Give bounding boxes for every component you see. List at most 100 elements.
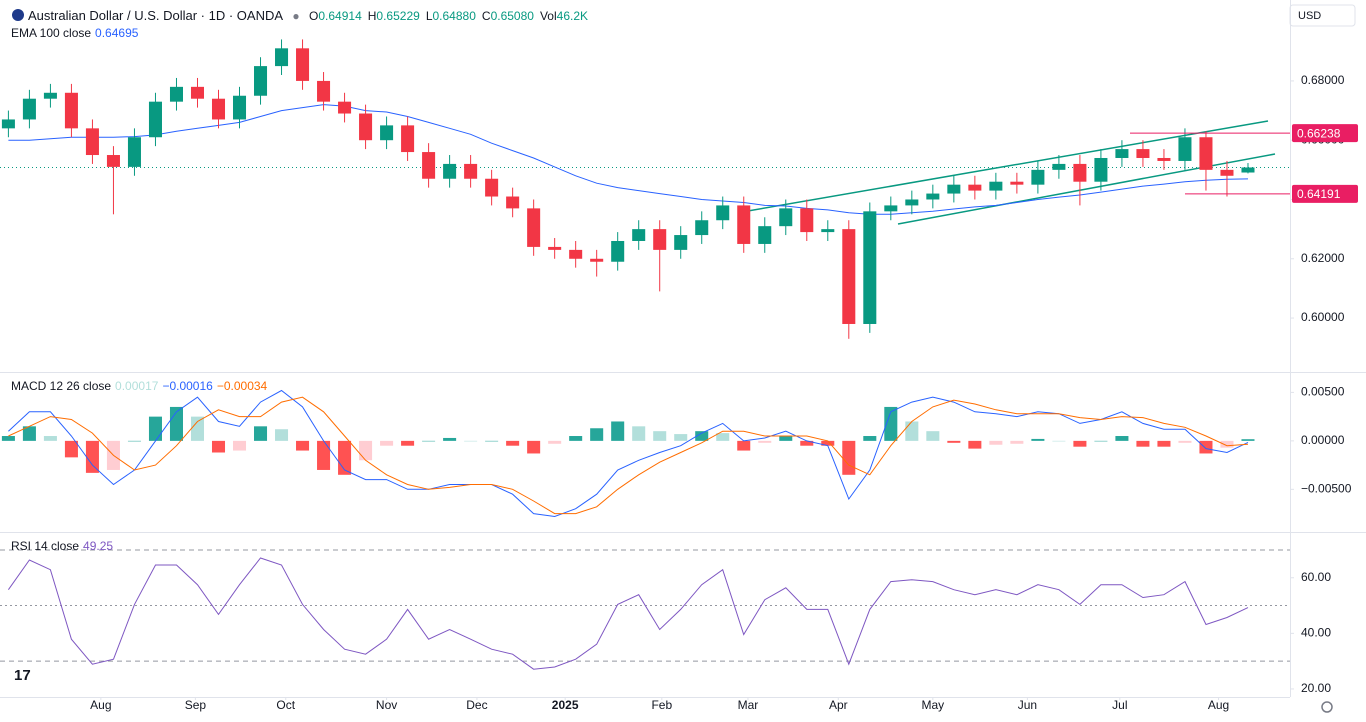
histogram-bar [64,440,78,458]
ohlc-item: H0.65229 [368,9,420,23]
candle-body [22,98,36,120]
candle-body [1052,163,1066,170]
histogram-bar [254,426,268,441]
ohlc-value: 46.2K [556,8,588,23]
histogram-bar [548,440,562,444]
histogram-bar [1031,438,1045,441]
candle-body [842,229,856,324]
histogram-bar [821,440,835,446]
candle-body [464,163,478,179]
histogram-bar [148,416,162,441]
candle-body [779,208,793,227]
x-tick-label: Dec [466,698,487,712]
candle-body [737,205,751,244]
histogram-bar [1010,440,1024,444]
x-tick-label: 2025 [552,698,579,712]
histogram-bar [1052,440,1066,442]
candle-body [1073,163,1087,182]
rsi-line [7,557,1249,670]
histogram-bar [380,440,394,446]
histogram-bar [758,440,772,443]
candle-body [43,92,57,99]
ohlc-name: O [309,8,319,23]
x-tick-label: Nov [376,698,397,712]
ohlc-item: O0.64914 [309,9,362,23]
y-tick-label: 20.00 [1301,681,1331,695]
ohlc-value: 0.65080 [490,8,534,23]
histogram-bar [590,428,604,441]
rsi-value: 49.25 [83,539,114,553]
signal-line [8,396,1249,515]
channel-line [741,120,1269,213]
candle-body [506,196,520,209]
macd-value: −0.00016 [162,379,213,393]
x-tick-label: Oct [276,698,295,712]
ohlc-value: 0.64914 [318,8,362,23]
macd-legend: MACD 12 26 close 0.00017 −0.00016 −0.000… [11,379,267,393]
currency[interactable]: USD [1298,10,1321,22]
histogram-bar [674,434,688,441]
histogram-bar [401,440,415,446]
candle-body [317,80,331,102]
histogram-bar [296,440,310,451]
candle-body [989,181,1003,191]
candle-body [758,226,772,244]
histogram-bar [1073,440,1087,447]
x-tick-label: Feb [651,698,672,712]
histogram-bar [905,421,919,441]
y-tick-label: 0.62000 [1301,251,1345,265]
y-tick-label: 60.00 [1301,570,1331,584]
histogram-bar [232,440,247,451]
x-tick-label: Apr [829,698,848,712]
candle-body [527,208,541,247]
histogram-bar [842,440,856,475]
candle-body [1,119,15,129]
x-tick-label: Aug [90,698,111,712]
ohlc-value: 0.64880 [432,8,476,23]
candle-body [548,246,562,250]
histogram-bar [443,437,457,441]
candle-body [569,249,583,259]
settings-icon[interactable] [1321,701,1333,713]
x-tick-label: May [921,698,944,712]
symbol-title: Australian Dollar / U.S. Dollar · 1D · O… [28,8,284,23]
candle-body [611,240,625,262]
candle-body [1178,137,1192,161]
histogram-bar [43,436,57,441]
candle-body [1157,157,1171,161]
histogram-bar [569,436,583,441]
histogram-bar [1115,436,1129,441]
candle-body [148,101,162,138]
candle-body [695,220,709,236]
candle-body [1241,167,1255,173]
histogram-bar [317,440,331,470]
histogram-bar [485,440,499,442]
candle-body [1199,137,1213,170]
histogram-bar [127,440,141,442]
candle-body [653,229,667,250]
hist-value: 0.00017 [115,379,159,393]
histogram-bar [611,421,625,441]
rsi-legend: RSI 14 close 49.25 [11,539,113,553]
candle-body [863,211,877,324]
histogram-bar [506,440,520,446]
candle-body [1031,169,1045,185]
candle-body [422,152,436,179]
x-tick-label: Jun [1018,698,1037,712]
signal-value: −0.00034 [216,379,268,393]
histogram-bar [422,440,436,442]
ema-legend: EMA 100 close 0.64695 [11,26,138,40]
ohlc-name: H [367,8,377,23]
candle-body [800,208,814,233]
candle-body [380,125,394,141]
ohlc-value: 0.65229 [376,8,420,23]
candle-body [1136,149,1150,158]
y-tick-label: 40.00 [1301,626,1331,640]
histogram-bar [85,440,99,473]
y-tick-label: 0.68000 [1301,73,1345,87]
ohlc-item: L0.64880 [426,9,476,23]
level-label-box [1292,124,1358,143]
candle-body [968,184,982,191]
ohlc-name: L [425,8,433,23]
